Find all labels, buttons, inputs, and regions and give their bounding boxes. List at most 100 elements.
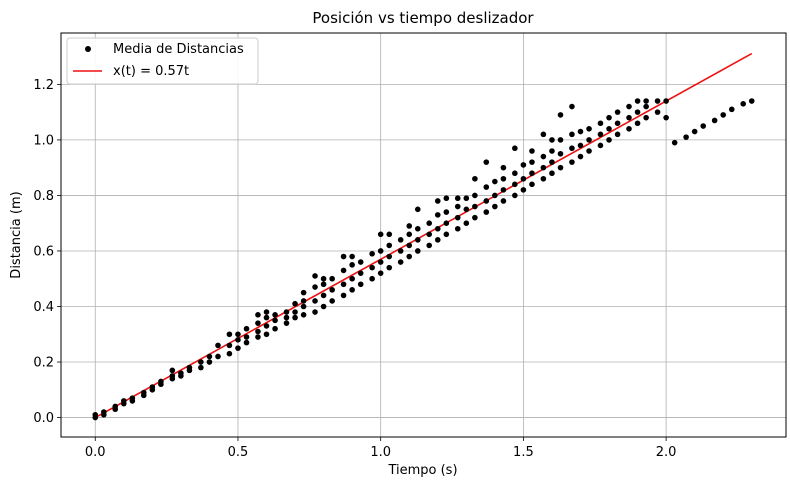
- data-point: [386, 264, 393, 271]
- data-point: [406, 253, 413, 260]
- data-point: [414, 248, 421, 254]
- data-point: [386, 242, 393, 249]
- data-point: [472, 203, 478, 210]
- data-point: [512, 170, 518, 177]
- data-point: [597, 120, 604, 127]
- data-point: [454, 203, 461, 210]
- data-point: [112, 403, 119, 410]
- data-point: [483, 198, 490, 204]
- data-point: [691, 128, 698, 135]
- data-point: [463, 220, 470, 226]
- data-point: [434, 198, 441, 204]
- data-point: [206, 353, 213, 360]
- data-point: [643, 98, 649, 104]
- data-point: [312, 273, 318, 279]
- data-point: [292, 300, 298, 307]
- data-point: [255, 334, 261, 340]
- data-point: [463, 195, 470, 202]
- data-point: [226, 331, 233, 338]
- data-point: [198, 359, 204, 365]
- data-point: [443, 220, 450, 226]
- data-point: [520, 162, 527, 168]
- data-point: [557, 150, 564, 157]
- data-point: [577, 142, 584, 149]
- data-point: [215, 342, 221, 349]
- data-point: [369, 275, 375, 282]
- data-point: [357, 259, 364, 265]
- data-point: [606, 125, 612, 132]
- data-point: [529, 181, 535, 188]
- data-point: [540, 153, 547, 160]
- data-point: [92, 411, 99, 418]
- data-point: [169, 367, 176, 374]
- data-point: [406, 223, 413, 229]
- data-point: [312, 298, 318, 304]
- data-point: [500, 198, 507, 204]
- data-point: [283, 309, 290, 315]
- data-point: [300, 289, 307, 296]
- data-point: [272, 312, 278, 318]
- data-point: [349, 287, 355, 293]
- data-point: [369, 264, 375, 271]
- legend-box: [66, 37, 259, 85]
- data-point: [728, 106, 735, 113]
- data-point: [463, 206, 470, 213]
- data-point: [243, 334, 250, 340]
- data-point: [569, 159, 575, 165]
- x-tick-label: 2.0: [656, 445, 677, 460]
- data-point: [255, 312, 261, 318]
- data-point: [263, 331, 270, 338]
- data-point: [586, 125, 592, 132]
- data-point: [426, 242, 433, 249]
- data-point: [512, 181, 518, 188]
- data-point: [414, 225, 421, 232]
- data-point: [120, 398, 127, 404]
- data-point: [272, 325, 278, 332]
- data-point: [443, 231, 450, 238]
- data-point: [255, 328, 261, 335]
- data-point: [614, 131, 621, 138]
- data-point: [235, 337, 241, 343]
- data-point: [320, 292, 327, 299]
- data-point: [377, 248, 384, 254]
- data-point: [243, 325, 250, 332]
- data-point: [226, 350, 233, 357]
- data-point: [263, 314, 270, 321]
- data-point: [329, 275, 335, 282]
- data-point: [454, 214, 461, 221]
- data-point: [443, 209, 450, 215]
- data-point: [349, 253, 355, 260]
- data-point: [140, 389, 147, 396]
- data-point: [483, 159, 490, 165]
- data-point: [626, 125, 632, 132]
- data-point: [654, 98, 661, 104]
- data-point: [626, 114, 632, 121]
- data-point: [283, 314, 290, 321]
- data-point: [312, 309, 318, 315]
- data-point: [540, 175, 547, 182]
- data-point: [614, 109, 621, 115]
- data-point: [414, 237, 421, 243]
- x-tick-label: 0.5: [228, 445, 249, 460]
- data-point: [357, 281, 364, 288]
- data-point: [597, 142, 604, 149]
- data-point: [529, 148, 535, 154]
- y-tick-label: 1.0: [33, 133, 54, 148]
- x-tick-label: 1.5: [513, 445, 534, 460]
- data-point: [483, 209, 490, 215]
- plot-frame: [60, 32, 787, 438]
- data-point: [226, 342, 233, 349]
- data-point: [329, 298, 335, 304]
- data-point: [512, 192, 518, 199]
- data-point: [606, 114, 612, 121]
- data-point: [492, 192, 498, 199]
- data-point: [386, 231, 393, 238]
- data-point: [549, 148, 555, 154]
- data-point: [235, 345, 241, 351]
- data-point: [320, 281, 327, 288]
- data-point: [540, 131, 547, 138]
- chart-title: Posición vs tiempo deslizador: [312, 9, 534, 27]
- y-tick-label: 1.2: [33, 78, 54, 93]
- data-point: [300, 303, 307, 310]
